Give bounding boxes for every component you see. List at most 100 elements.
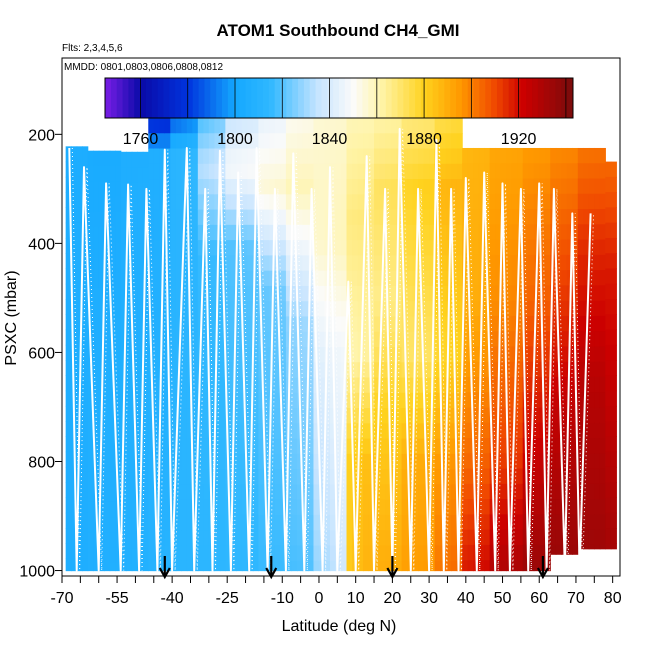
heatmap-cell (318, 423, 326, 440)
heatmap-cell (429, 133, 436, 150)
heatmap-cell (533, 544, 540, 561)
heatmap-cell (550, 529, 557, 546)
heatmap-cell (258, 514, 265, 531)
heatmap-cell (572, 239, 579, 256)
heatmap-cell (181, 240, 188, 256)
heatmap-cell (274, 545, 282, 562)
heatmap-cell (318, 438, 326, 455)
heatmap-cell (236, 560, 243, 572)
heatmap-cell (296, 270, 304, 287)
heatmap-cell (181, 346, 188, 363)
heatmap-cell (352, 117, 359, 134)
heatmap-cell (142, 304, 149, 321)
heatmap-cell (357, 331, 364, 348)
heatmap-cell (98, 257, 105, 274)
heatmap-cell (423, 209, 430, 226)
heatmap-cell (258, 469, 265, 485)
heatmap-cell (517, 376, 524, 393)
heatmap-cell (153, 240, 160, 256)
colorbar-segment (391, 78, 398, 118)
heatmap-cell (335, 240, 342, 256)
heatmap-cell (247, 224, 254, 241)
heatmap-cell (120, 167, 127, 183)
heatmap-cell (588, 239, 595, 256)
colorbar-segment (216, 78, 223, 118)
heatmap-cell (599, 529, 606, 546)
heatmap-cell (82, 283, 89, 300)
heatmap-cell (241, 240, 248, 256)
heatmap-cell (115, 150, 122, 167)
heatmap-cell (610, 207, 617, 224)
heatmap-cell (440, 270, 447, 287)
heatmap-cell (440, 453, 447, 470)
heatmap-cell (170, 133, 177, 150)
heatmap-cell (385, 560, 392, 572)
heatmap-cell (599, 407, 606, 424)
colorbar-segment (549, 78, 556, 118)
heatmap-cell (87, 517, 94, 533)
heatmap-cell (544, 376, 551, 393)
heatmap-cell (599, 147, 606, 164)
heatmap-cell (269, 362, 276, 379)
heatmap-cell (252, 240, 259, 256)
colorbar-segment (532, 78, 539, 118)
heatmap-cell (379, 423, 386, 440)
heatmap-cell (274, 331, 282, 348)
heatmap-cell (462, 544, 469, 561)
heatmap-cell (197, 438, 204, 455)
heatmap-cell (550, 544, 557, 555)
heatmap-cell (263, 194, 271, 211)
heatmap-cell (131, 289, 138, 306)
heatmap-cell (572, 285, 579, 302)
heatmap-cell (434, 133, 441, 150)
heatmap-cell (440, 255, 447, 272)
heatmap-cell (396, 545, 403, 562)
heatmap-cell (346, 224, 353, 241)
heatmap-cell (539, 178, 546, 195)
heatmap-cell (186, 530, 193, 547)
heatmap-cell (451, 148, 458, 165)
heatmap-cell (230, 545, 237, 562)
heatmap-cell (247, 377, 254, 394)
heatmap-cell (120, 457, 127, 473)
heatmap-cell (324, 423, 331, 440)
heatmap-cell (93, 547, 100, 564)
heatmap-cell (280, 117, 287, 134)
heatmap-cell (82, 314, 89, 331)
heatmap-cell (225, 194, 232, 211)
heatmap-cell (396, 423, 403, 440)
heatmap-cell (219, 362, 226, 379)
heatmap-cell (473, 376, 480, 393)
heatmap-cell (561, 376, 568, 393)
heatmap-cell (126, 472, 133, 489)
heatmap-cell (374, 362, 381, 379)
heatmap-cell (313, 453, 320, 470)
heatmap-cell (159, 209, 166, 226)
heatmap-cell (109, 211, 116, 228)
heatmap-cell (390, 408, 397, 424)
heatmap-cell (363, 224, 370, 241)
heatmap-cell (65, 543, 72, 560)
heatmap-cell (263, 301, 271, 318)
heatmap-cell (572, 300, 579, 317)
heatmap-cell (495, 544, 502, 561)
heatmap-cell (495, 224, 502, 241)
heatmap-cell (208, 285, 215, 302)
heatmap-cell (109, 471, 116, 488)
heatmap-cell (517, 346, 524, 363)
heatmap-cell (341, 285, 348, 302)
heatmap-cell (318, 316, 326, 333)
heatmap-cell (192, 224, 199, 241)
heatmap-cell (252, 484, 259, 501)
heatmap-cell (423, 346, 430, 363)
heatmap-cell (341, 179, 348, 195)
heatmap-cell (434, 270, 441, 287)
heatmap-cell (291, 377, 298, 394)
y-tick-label: 200 (28, 127, 55, 144)
heatmap-cell (423, 255, 430, 272)
heatmap-cell (208, 209, 215, 226)
heatmap-cell (456, 163, 463, 180)
heatmap-cell (104, 410, 111, 427)
heatmap-cell (583, 407, 590, 424)
heatmap-cell (555, 514, 562, 531)
